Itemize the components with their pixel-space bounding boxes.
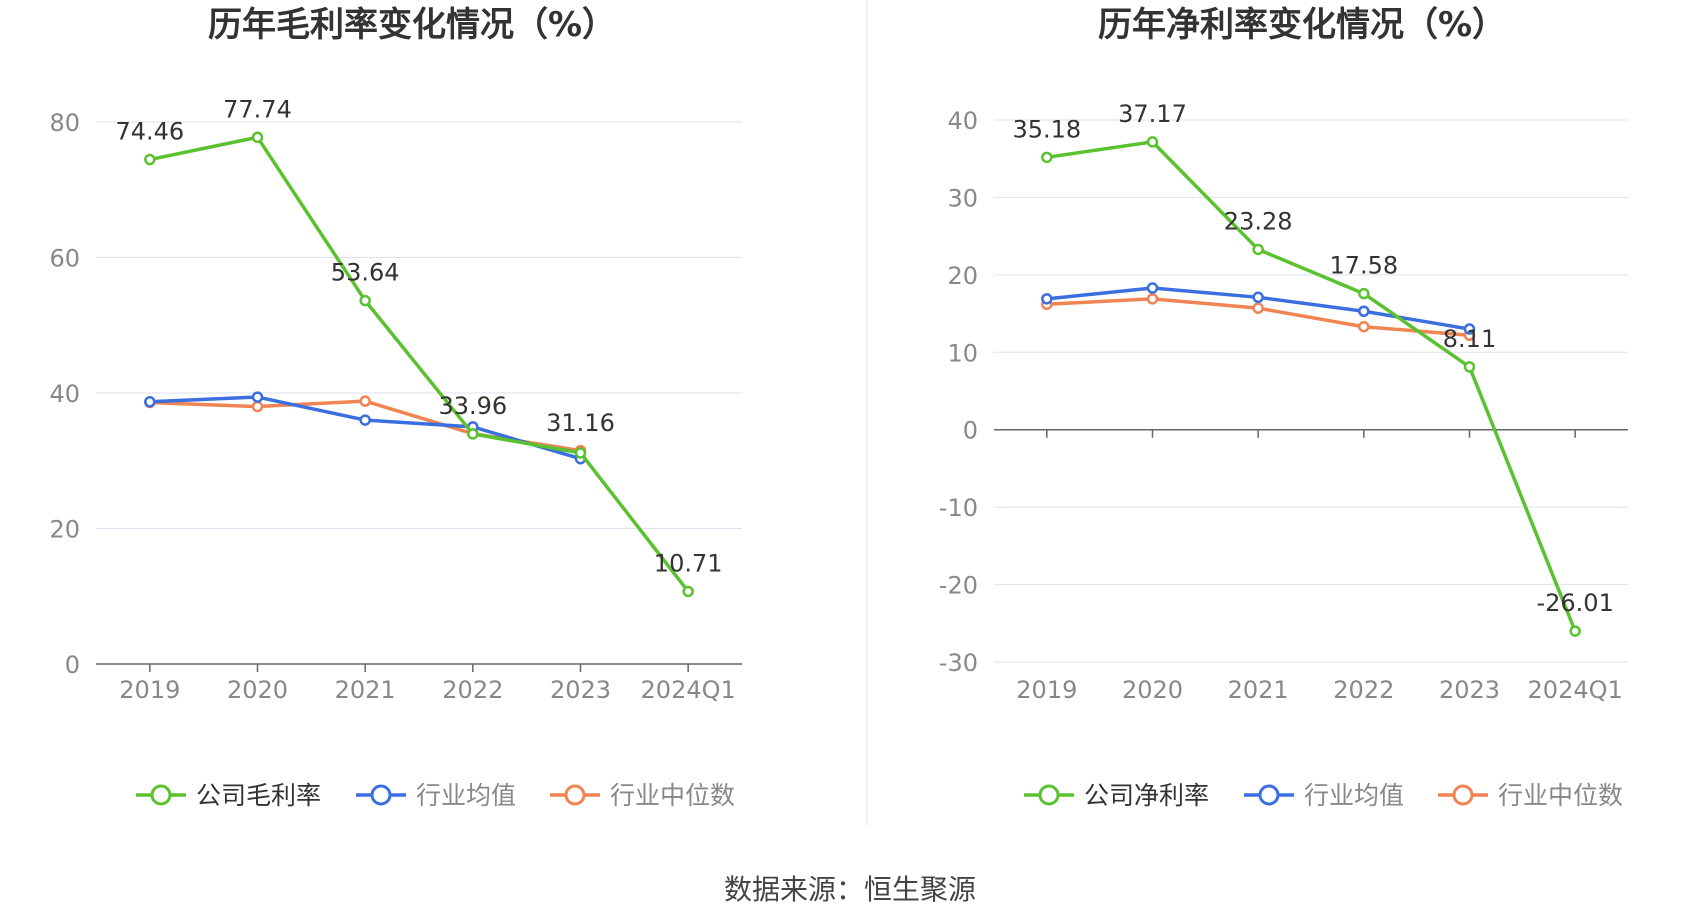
chart-title: 历年净利率变化情况（%） xyxy=(1098,5,1506,45)
y-tick-label: 40 xyxy=(49,380,80,408)
y-tick-label: 20 xyxy=(49,516,80,544)
legend-marker-company xyxy=(1038,784,1060,806)
data-point-company xyxy=(682,585,694,598)
data-point-median xyxy=(359,395,371,407)
legend-marker-company xyxy=(150,784,172,806)
data-point-median xyxy=(1146,293,1159,305)
data-point-median xyxy=(1358,320,1370,333)
data-point-avg xyxy=(144,396,156,408)
data-point-median xyxy=(251,400,264,413)
data-source-label: 数据来源：恒生聚源 xyxy=(723,873,976,906)
y-tick-label: 20 xyxy=(947,262,978,290)
data-label: 77.74 xyxy=(223,95,292,123)
data-point-avg xyxy=(1146,282,1159,294)
data-point-company xyxy=(251,131,264,144)
x-tick-label: 2019 xyxy=(1016,676,1077,704)
data-point-avg xyxy=(359,414,371,426)
data-label: 33.96 xyxy=(438,392,507,420)
x-tick-label: 2022 xyxy=(1333,676,1394,704)
data-label: 35.18 xyxy=(1012,115,1081,143)
series-line-company xyxy=(1046,140,1577,632)
data-point-company xyxy=(1146,136,1159,148)
x-tick-label: 2020 xyxy=(1122,676,1183,704)
x-tick-label: 2023 xyxy=(550,676,611,704)
y-tick-label: -20 xyxy=(939,572,978,600)
data-point-avg xyxy=(251,391,264,403)
y-tick-label: -30 xyxy=(939,649,978,677)
x-tick-label: 2019 xyxy=(119,676,180,704)
y-tick-label: 0 xyxy=(65,651,80,679)
data-label: 10.71 xyxy=(654,549,723,577)
data-label: 53.64 xyxy=(331,259,400,287)
data-point-avg xyxy=(1041,293,1053,305)
data-point-company xyxy=(1358,287,1370,300)
series-line-company xyxy=(149,135,690,593)
legend-marker-avg xyxy=(370,784,392,806)
data-point-company xyxy=(1041,151,1053,164)
y-tick-label: 0 xyxy=(963,417,978,445)
data-label: 37.17 xyxy=(1118,100,1187,128)
x-tick-label: 2020 xyxy=(227,676,288,704)
legend-label-avg: 行业均值 xyxy=(1304,781,1404,810)
x-tick-label: 2024Q1 xyxy=(641,676,736,704)
legend-label-avg: 行业均值 xyxy=(416,781,516,810)
data-point-avg xyxy=(1252,291,1264,304)
x-tick-label: 2023 xyxy=(1439,676,1500,704)
x-tick-label: 2021 xyxy=(335,676,396,704)
x-tick-label: 2024Q1 xyxy=(1528,676,1623,704)
y-tick-label: 10 xyxy=(947,339,978,367)
data-point-company xyxy=(574,447,587,459)
x-tick-label: 2021 xyxy=(1228,676,1289,704)
y-tick-label: 40 xyxy=(947,107,978,135)
data-point-company xyxy=(1569,625,1581,637)
data-label: 8.11 xyxy=(1443,325,1496,353)
legend-marker-median xyxy=(1452,784,1474,806)
legend-marker-avg xyxy=(1258,784,1280,806)
data-label: -26.01 xyxy=(1536,589,1613,617)
data-point-company xyxy=(144,153,156,166)
data-point-median xyxy=(1252,302,1264,314)
data-point-avg xyxy=(1358,305,1370,317)
data-point-company xyxy=(467,428,479,440)
legend-label-median: 行业中位数 xyxy=(610,781,735,810)
data-label: 23.28 xyxy=(1224,207,1293,235)
x-tick-label: 2022 xyxy=(442,676,503,704)
data-point-company xyxy=(1252,243,1264,256)
data-label: 17.58 xyxy=(1329,252,1398,280)
legend-label-company: 公司净利率 xyxy=(1084,781,1209,810)
y-tick-label: 80 xyxy=(49,109,80,137)
data-point-company xyxy=(359,294,371,307)
legend-label-median: 行业中位数 xyxy=(1498,781,1623,810)
y-tick-label: 30 xyxy=(947,184,978,212)
legend-marker-median xyxy=(564,784,586,806)
data-point-avg xyxy=(1463,323,1476,335)
y-tick-label: 60 xyxy=(49,245,80,273)
legend-label-company: 公司毛利率 xyxy=(196,781,321,810)
data-point-company xyxy=(1463,361,1476,373)
data-label: 31.16 xyxy=(546,409,615,437)
chart-title: 历年毛利率变化情况（%） xyxy=(208,5,616,45)
data-label: 74.46 xyxy=(115,118,184,146)
y-tick-label: -10 xyxy=(939,494,978,522)
